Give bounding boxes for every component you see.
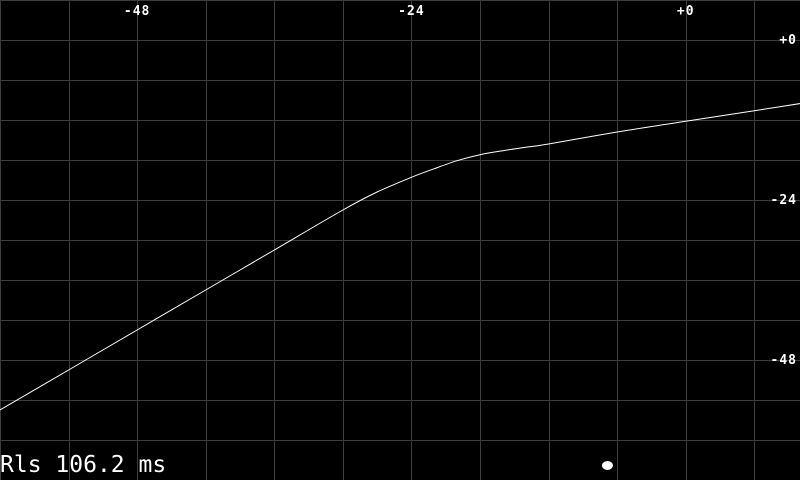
y-tick-label: -24 [771,193,797,208]
y-tick-label: -48 [771,353,797,368]
transfer-curve-line [0,103,800,411]
x-axis-ticks: -48 -24 +0 [124,4,695,19]
release-label: Rls [0,452,42,478]
y-tick-label: +0 [779,33,797,48]
release-value: 106.2 [55,452,125,478]
x-tick-label: -48 [124,4,150,19]
x-tick-label: +0 [677,4,695,19]
release-unit: ms [138,452,167,478]
x-tick-label: -24 [398,4,424,19]
curve-layer [0,103,800,411]
y-axis-ticks: +0 -24 -48 [771,33,797,368]
release-readout: Rls 106.2 ms [0,450,166,480]
dot-indicator-icon [602,461,613,470]
